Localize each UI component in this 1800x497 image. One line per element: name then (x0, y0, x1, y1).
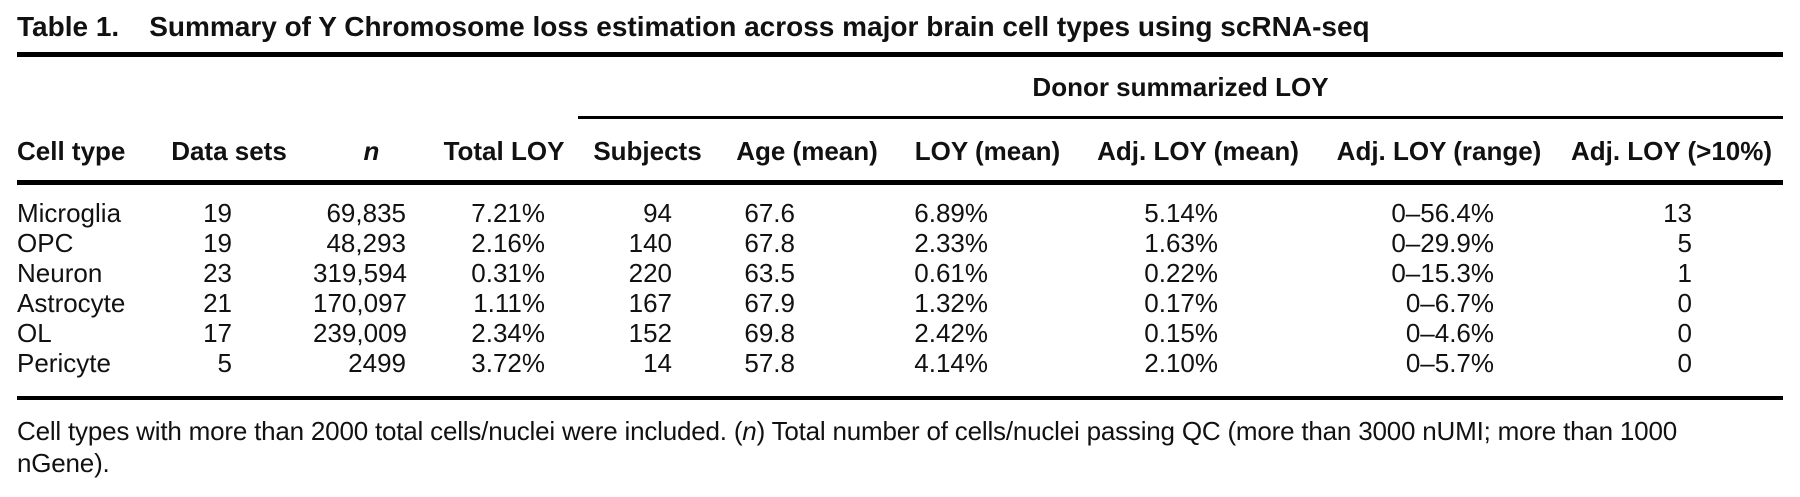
table-cell: 17 (203, 318, 232, 348)
table-cell: 63.5 (744, 258, 795, 288)
table-cell: 21 (203, 288, 232, 318)
summary-table: Donor summarized LOY Cell type Data sets… (17, 57, 1783, 378)
table-cell: 67.9 (744, 288, 795, 318)
table-cell: 0.17% (1144, 288, 1218, 318)
table-cell: 94 (643, 198, 672, 228)
table-cell: 4.14% (914, 348, 988, 378)
table-cell: 2.42% (914, 318, 988, 348)
table-cell: 5 (217, 348, 232, 378)
col-header-n: n (313, 117, 430, 185)
table-footnote: Cell types with more than 2000 total cel… (17, 415, 1783, 479)
table-cell: 167 (628, 288, 672, 318)
table-cell: 0.31% (471, 258, 545, 288)
group-header-row: Donor summarized LOY (17, 57, 1783, 119)
table-cell: 2.16% (471, 228, 545, 258)
table-cell: 2.33% (914, 228, 988, 258)
table-row-astrocyte: Astrocyte 21 170,097 1.11% 167 67.9 1.32… (17, 288, 1783, 318)
footnote-text-pre: Cell types with more than 2000 total cel… (17, 416, 743, 446)
table-cell: OL (17, 318, 52, 348)
table-cell: 48,293 (326, 228, 406, 258)
table-cell: 0 (1677, 348, 1692, 378)
paper-table-figure: Table 1. Summary of Y Chromosome loss est… (17, 0, 1783, 479)
footnote-text-post: ) Total number of cells/nuclei passing Q… (756, 416, 1678, 446)
table-cell: 2.10% (1144, 348, 1218, 378)
table-row-microglia: Microglia 19 69,835 7.21% 94 67.6 6.89% … (17, 183, 1783, 229)
table-cell: 0–15.3% (1391, 258, 1494, 288)
table-cell: 0–6.7% (1405, 288, 1494, 318)
footnote-line-1: Cell types with more than 2000 total cel… (17, 415, 1783, 447)
table-row-pericyte: Pericyte 5 2499 3.72% 14 57.8 4.14% 2.10… (17, 348, 1783, 378)
table-cell: 1 (1677, 258, 1692, 288)
table-cell: 19 (203, 228, 232, 258)
table-cell: 23 (203, 258, 232, 288)
table-cell: 0–56.4% (1391, 198, 1494, 228)
table-cell: 0–29.9% (1391, 228, 1494, 258)
col-header-loy-mean: LOY (mean) (897, 117, 1078, 185)
table-cell: 220 (628, 258, 672, 288)
table-cell: 5 (1677, 228, 1692, 258)
table-row-neuron: Neuron 23 319,594 0.31% 220 63.5 0.61% 0… (17, 258, 1783, 288)
group-header-donor-summarized-loy: Donor summarized LOY (578, 57, 1783, 119)
col-header-cell-type: Cell type (17, 117, 145, 185)
table-cell: 239,009 (313, 318, 407, 348)
group-header-spacer (17, 57, 578, 118)
table-cell: OPC (17, 228, 74, 258)
table-cell: 152 (628, 318, 672, 348)
table-row-opc: OPC 19 48,293 2.16% 140 67.8 2.33% 1.63%… (17, 228, 1783, 258)
table-cell: 14 (643, 348, 672, 378)
table-cell: 69,835 (326, 198, 406, 228)
table-cell: 67.8 (744, 228, 795, 258)
table-caption: Table 1. Summary of Y Chromosome loss est… (17, 0, 1783, 57)
table-cell: 319,594 (313, 258, 407, 288)
table-cell: 6.89% (914, 198, 988, 228)
footnote-line-2: nGene). (17, 448, 110, 478)
table-cell: 5.14% (1144, 198, 1218, 228)
table-cell: 0.22% (1144, 258, 1218, 288)
table-number-label: Table 1. (17, 11, 120, 42)
column-header-row: Cell type Data sets n Total LOY Subjects… (17, 117, 1783, 185)
table-cell: 2.34% (471, 318, 545, 348)
table-cell: 170,097 (313, 288, 407, 318)
col-header-adj-loy-mean: Adj. LOY (mean) (1078, 117, 1318, 185)
table-cell: 1.63% (1144, 228, 1218, 258)
col-header-age-mean: Age (mean) (717, 117, 897, 185)
col-header-adj-loy-gt10: Adj. LOY (>10%) (1560, 117, 1783, 185)
table-cell: 67.6 (744, 198, 795, 228)
table-cell: 0.15% (1144, 318, 1218, 348)
table-container: Donor summarized LOY Cell type Data sets… (17, 57, 1783, 400)
table-cell: 19 (203, 198, 232, 228)
table-cell: 69.8 (744, 318, 795, 348)
table-cell: 0–4.6% (1405, 318, 1494, 348)
table-cell: 7.21% (471, 198, 545, 228)
col-header-data-sets: Data sets (145, 117, 313, 185)
table-cell: 57.8 (744, 348, 795, 378)
table-cell: 0 (1677, 318, 1692, 348)
table-cell: 0.61% (914, 258, 988, 288)
table-cell: 1.32% (914, 288, 988, 318)
table-row-ol: OL 17 239,009 2.34% 152 69.8 2.42% 0.15%… (17, 318, 1783, 348)
table-cell: 140 (628, 228, 672, 258)
table-cell: Astrocyte (17, 288, 126, 318)
col-header-adj-loy-range: Adj. LOY (range) (1318, 117, 1560, 185)
footnote-italic-n: n (742, 416, 757, 446)
col-header-subjects: Subjects (578, 117, 717, 185)
table-cell: Neuron (17, 258, 103, 288)
table-cell: Microglia (17, 198, 122, 228)
col-header-total-loy: Total LOY (430, 117, 578, 185)
table-cell: 13 (1663, 198, 1692, 228)
table-title: Summary of Y Chromosome loss estimation … (149, 11, 1370, 42)
table-cell: 0–5.7% (1405, 348, 1494, 378)
table-cell: Pericyte (17, 348, 111, 378)
table-cell: 3.72% (471, 348, 545, 378)
table-cell: 0 (1677, 288, 1692, 318)
table-cell: 2499 (348, 348, 406, 378)
table-cell: 1.11% (473, 288, 545, 318)
